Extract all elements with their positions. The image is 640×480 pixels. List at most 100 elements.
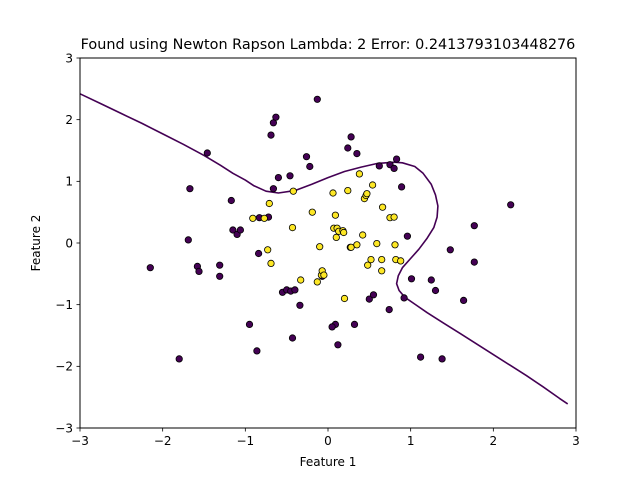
x-tick-label: 3 — [572, 434, 580, 448]
point-class-1 — [391, 241, 399, 249]
point-class-0 — [216, 272, 224, 280]
point-class-1 — [378, 267, 386, 275]
point-class-0 — [353, 150, 361, 158]
y-tick-label: 1 — [65, 175, 73, 189]
point-class-0 — [392, 155, 401, 163]
point-class-0 — [236, 226, 244, 234]
point-class-1 — [316, 243, 324, 251]
point-class-0 — [470, 258, 478, 266]
point-class-1 — [368, 181, 377, 189]
points-layer — [146, 95, 515, 363]
point-class-1 — [367, 255, 375, 264]
point-class-0 — [438, 355, 446, 363]
point-class-0 — [365, 295, 373, 303]
point-class-1 — [355, 170, 363, 178]
point-class-1 — [347, 243, 355, 251]
point-class-0 — [267, 131, 275, 139]
point-class-1 — [340, 294, 349, 303]
x-tick-label: 1 — [407, 434, 415, 448]
point-class-0 — [203, 149, 211, 157]
point-class-0 — [416, 353, 425, 361]
point-class-0 — [255, 249, 263, 258]
plot-background — [80, 58, 576, 428]
point-class-0 — [470, 222, 478, 230]
point-class-0 — [195, 267, 203, 275]
point-class-1 — [288, 224, 297, 232]
point-class-0 — [407, 275, 416, 283]
point-class-1 — [249, 214, 257, 222]
point-class-0 — [350, 320, 359, 328]
x-axis-label: Feature 1 — [300, 455, 357, 469]
point-class-0 — [302, 153, 311, 161]
x-tick-label: −2 — [154, 434, 172, 448]
point-class-0 — [269, 185, 277, 193]
y-axis-label: Feature 2 — [29, 215, 43, 272]
point-class-0 — [334, 341, 342, 349]
point-class-1 — [397, 257, 405, 265]
point-class-0 — [216, 261, 224, 269]
point-class-0 — [227, 196, 235, 205]
point-class-0 — [344, 144, 352, 152]
point-class-0 — [400, 294, 408, 302]
point-class-0 — [459, 296, 468, 304]
point-class-1 — [378, 203, 387, 211]
point-class-1 — [320, 271, 328, 279]
point-class-1 — [264, 246, 272, 254]
y-tick-label: −2 — [55, 360, 73, 374]
point-class-0 — [369, 291, 378, 299]
point-class-1 — [353, 241, 361, 249]
decision-boundary-line — [80, 93, 569, 405]
x-tick-label: 2 — [490, 434, 498, 448]
point-class-1 — [373, 240, 381, 248]
point-class-1 — [364, 261, 372, 269]
point-class-1 — [363, 190, 371, 198]
point-class-0 — [397, 183, 406, 191]
point-class-0 — [385, 305, 393, 314]
point-class-1 — [308, 208, 316, 216]
y-tick-label: −3 — [55, 421, 73, 435]
x-tick-label: 0 — [324, 434, 332, 448]
point-class-0 — [175, 355, 183, 363]
point-class-0 — [306, 162, 314, 171]
point-class-1 — [297, 276, 305, 284]
point-class-1 — [344, 187, 352, 195]
plot-area — [80, 58, 576, 428]
point-class-1 — [289, 187, 297, 195]
point-class-0 — [296, 301, 304, 309]
chart-title: Found using Newton Rapson Lambda: 2 Erro… — [81, 37, 576, 53]
point-class-0 — [403, 232, 411, 240]
y-tick-label: 2 — [65, 113, 73, 127]
point-class-0 — [375, 162, 383, 170]
point-class-1 — [267, 259, 275, 267]
y-tick-label: 3 — [65, 51, 73, 65]
x-tick-label: −3 — [71, 434, 89, 448]
y-tick-label: −1 — [55, 298, 73, 312]
point-class-1 — [359, 231, 367, 239]
decision-boundary-layer — [80, 93, 569, 405]
point-class-1 — [332, 233, 340, 241]
point-class-0 — [347, 133, 355, 141]
point-class-0 — [313, 95, 321, 103]
ticks-layer: −3 −2 −1 0 1 2 3 −3 −2 −1 0 1 2 3 — [55, 51, 580, 448]
point-class-0 — [186, 185, 194, 193]
point-class-1 — [313, 278, 321, 286]
point-class-0 — [427, 276, 435, 284]
point-class-1 — [329, 189, 337, 197]
point-class-0 — [446, 246, 454, 254]
point-class-0 — [272, 113, 280, 121]
point-class-1 — [265, 199, 273, 208]
point-class-0 — [253, 347, 261, 355]
point-class-1 — [331, 211, 339, 219]
point-class-0 — [328, 323, 336, 331]
y-tick-label: 0 — [65, 236, 73, 250]
point-class-0 — [245, 320, 254, 328]
point-class-0 — [274, 174, 282, 182]
point-class-1 — [390, 213, 398, 221]
point-class-1 — [260, 214, 268, 222]
point-class-0 — [291, 286, 299, 294]
point-class-0 — [507, 201, 515, 209]
point-class-1 — [340, 228, 348, 237]
point-class-0 — [286, 172, 294, 180]
point-class-0 — [184, 236, 192, 244]
